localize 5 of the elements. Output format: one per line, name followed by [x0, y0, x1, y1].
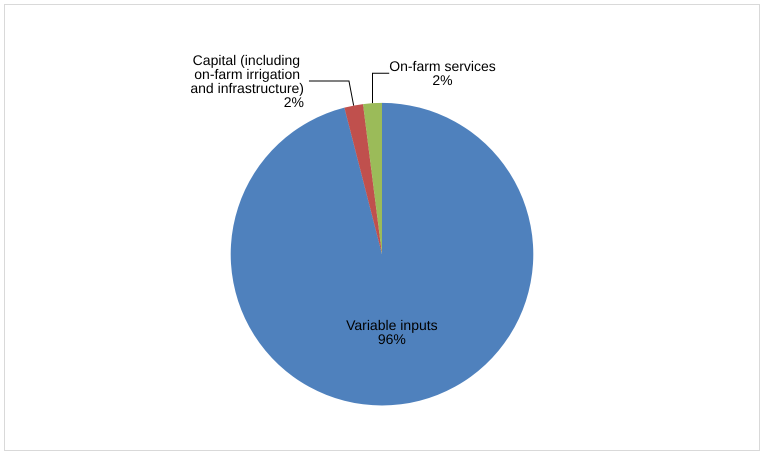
- slice-label: On-farm services: [389, 58, 496, 74]
- slice-label: Variable inputs: [346, 317, 438, 334]
- data-label: 2%: [432, 72, 453, 88]
- data-label: 96%: [378, 331, 406, 348]
- slice-label: Capital (including on-farm irrigation and infrastructure): [190, 52, 304, 96]
